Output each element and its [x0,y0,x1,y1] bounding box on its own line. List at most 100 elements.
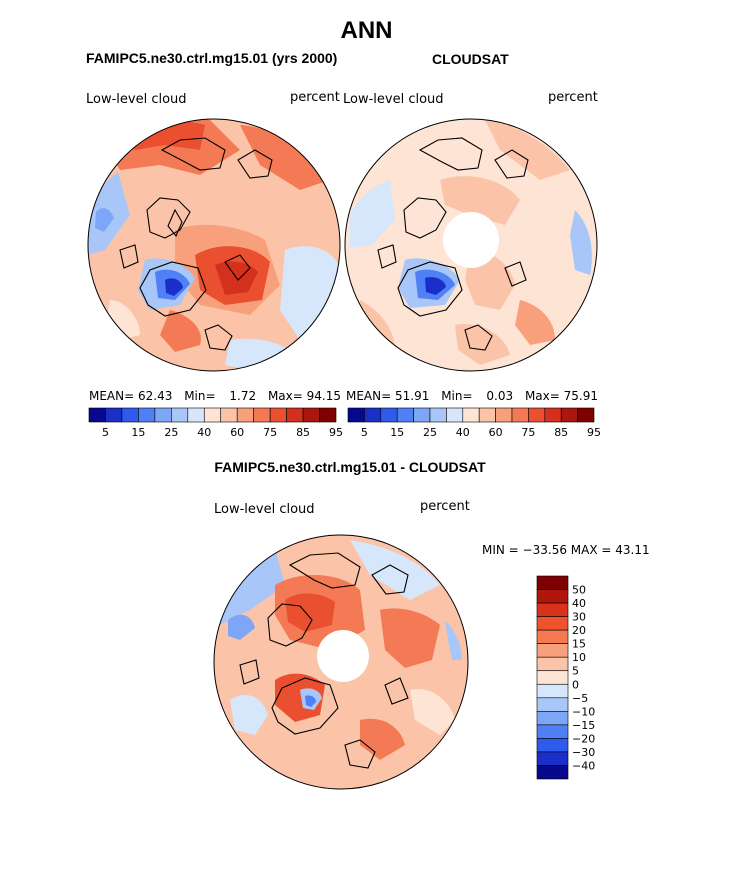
diff-colorbar-tick-label: 40 [572,597,586,610]
diff-colorbar-box [536,656,569,672]
obs-colorbar-box [478,407,496,423]
obs-units-label: percent [548,90,598,105]
diff-colorbar-box [536,670,569,685]
model-max-label: Max= [267,389,303,403]
obs-colorbar-tick-label: 40 [456,426,470,439]
model-colorbar-box [236,407,254,423]
diff-colorbar-tick-label: 5 [572,665,579,678]
obs-colorbar-box [347,407,365,423]
main-title: ANN [340,17,393,44]
model-colorbar-tick-label: 85 [296,426,310,439]
obs-max-value: 75.91 [563,389,598,403]
model-min-label: Min= [184,389,216,403]
diff-colorbar-box [536,765,569,780]
obs-colorbar-box [495,407,513,423]
model-colorbar-box [220,407,238,423]
obs-mean-label: MEAN= [346,389,392,403]
diff-colorbar-box [536,711,569,726]
obs-colorbar-box [429,407,447,423]
model-colorbar-box [269,407,287,423]
diff-variable-label: Low-level cloud [214,502,315,517]
model-mean-value: 62.43 [138,389,173,403]
diff-colorbar-tick-label: −10 [572,705,595,718]
model-colorbar-box [138,407,156,423]
obs-colorbar-tick-label: 15 [390,426,404,439]
model-colorbar-tick-label: 5 [102,426,109,439]
diff-colorbar-tick-label: −15 [572,719,595,732]
model-colorbar-tick-label: 40 [197,426,211,439]
diff-colorbar-box [536,738,569,753]
model-colorbar-box [253,407,271,423]
obs-polar-map [344,118,598,372]
diff-colorbar-box [536,589,569,604]
model-colorbar-box [203,407,222,423]
model-colorbar-tick-label: 25 [164,426,178,439]
obs-colorbar-box [560,407,578,423]
model-colorbar: 5 15 25 40 60 75 85 95 [88,407,343,439]
diff-colorbar-box [536,643,569,658]
obs-colorbar-box [364,407,382,423]
obs-colorbar-box [577,407,595,423]
model-colorbar-box [88,407,106,423]
diff-colorbar-tick-label: 0 [572,678,579,691]
model-colorbar-box [171,407,189,423]
diff-colorbar-box [536,602,569,617]
diff-colorbar-tick-label: 15 [572,638,586,651]
model-colorbar-box [105,407,123,423]
diff-colorbar-box [536,751,569,766]
model-colorbar-box [121,407,139,423]
diff-colorbar-tick-label: 30 [572,611,586,624]
diff-colorbar-tick-label: 10 [572,651,586,664]
model-colorbar-tick-label: 95 [329,426,343,439]
obs-colorbar-box [380,407,398,423]
obs-variable-label: Low-level cloud [343,92,444,107]
obs-min-label: Min= [441,389,473,403]
diff-colorbar-tick-label: 20 [572,624,586,637]
diff-colorbar-box [536,697,569,712]
obs-colorbar-box [528,407,546,423]
model-panel-title: FAMIPC5.ne30.ctrl.mg15.01 (yrs 2000) [86,50,338,66]
diff-colorbar-tick-label: 50 [572,584,586,597]
diff-colorbar-tick-label: −20 [572,732,595,745]
diff-polar-map [213,534,469,790]
obs-colorbar-box [396,407,414,423]
obs-min-value: 0.03 [486,389,514,403]
model-mean-label: MEAN= [89,389,135,403]
diff-panel-title: FAMIPC5.ne30.ctrl.mg15.01 - CLOUDSAT [214,459,486,475]
model-units-label: percent [290,90,340,105]
obs-colorbar-tick-label: 25 [423,426,437,439]
model-colorbar-box [187,407,205,423]
model-max-value: 94.15 [306,389,341,403]
diff-colorbar-tick-label: −5 [572,692,588,705]
diff-colorbar-box [536,616,569,631]
obs-colorbar-tick-label: 5 [361,426,368,439]
obs-colorbar-tick-label: 95 [587,426,601,439]
model-colorbar-tick-label: 75 [263,426,277,439]
model-colorbar-box [154,407,172,423]
model-stats: MEAN= 62.43 Min= 1.72 Max= 94.15 [89,389,341,403]
diff-minmax-text: MIN = −33.56 MAX = 43.11 [482,543,650,557]
model-colorbar-tick-label: 15 [131,426,145,439]
obs-mean-value: 51.91 [395,389,430,403]
diff-colorbar-box [536,683,569,699]
model-colorbar-tick-label: 60 [230,426,244,439]
obs-colorbar: 5 15 25 40 60 75 85 95 [347,407,601,439]
obs-colorbar-tick-label: 75 [521,426,535,439]
model-colorbar-box [302,407,320,423]
obs-colorbar-box [544,407,562,423]
obs-stats: MEAN= 51.91 Min= 0.03 Max= 75.91 [346,389,598,403]
diff-colorbar-box [536,575,569,590]
model-polar-map [87,118,341,372]
diff-colorbar-box [536,724,569,739]
obs-colorbar-box [511,407,529,423]
model-min-value: 1.72 [229,389,257,403]
obs-max-label: Max= [524,389,560,403]
model-colorbar-box [319,407,337,423]
obs-colorbar-box [446,407,464,423]
model-variable-label: Low-level cloud [86,92,187,107]
obs-colorbar-tick-label: 60 [489,426,503,439]
diff-colorbar-tick-label: −30 [572,746,595,759]
obs-panel-title: CLOUDSAT [432,51,509,67]
